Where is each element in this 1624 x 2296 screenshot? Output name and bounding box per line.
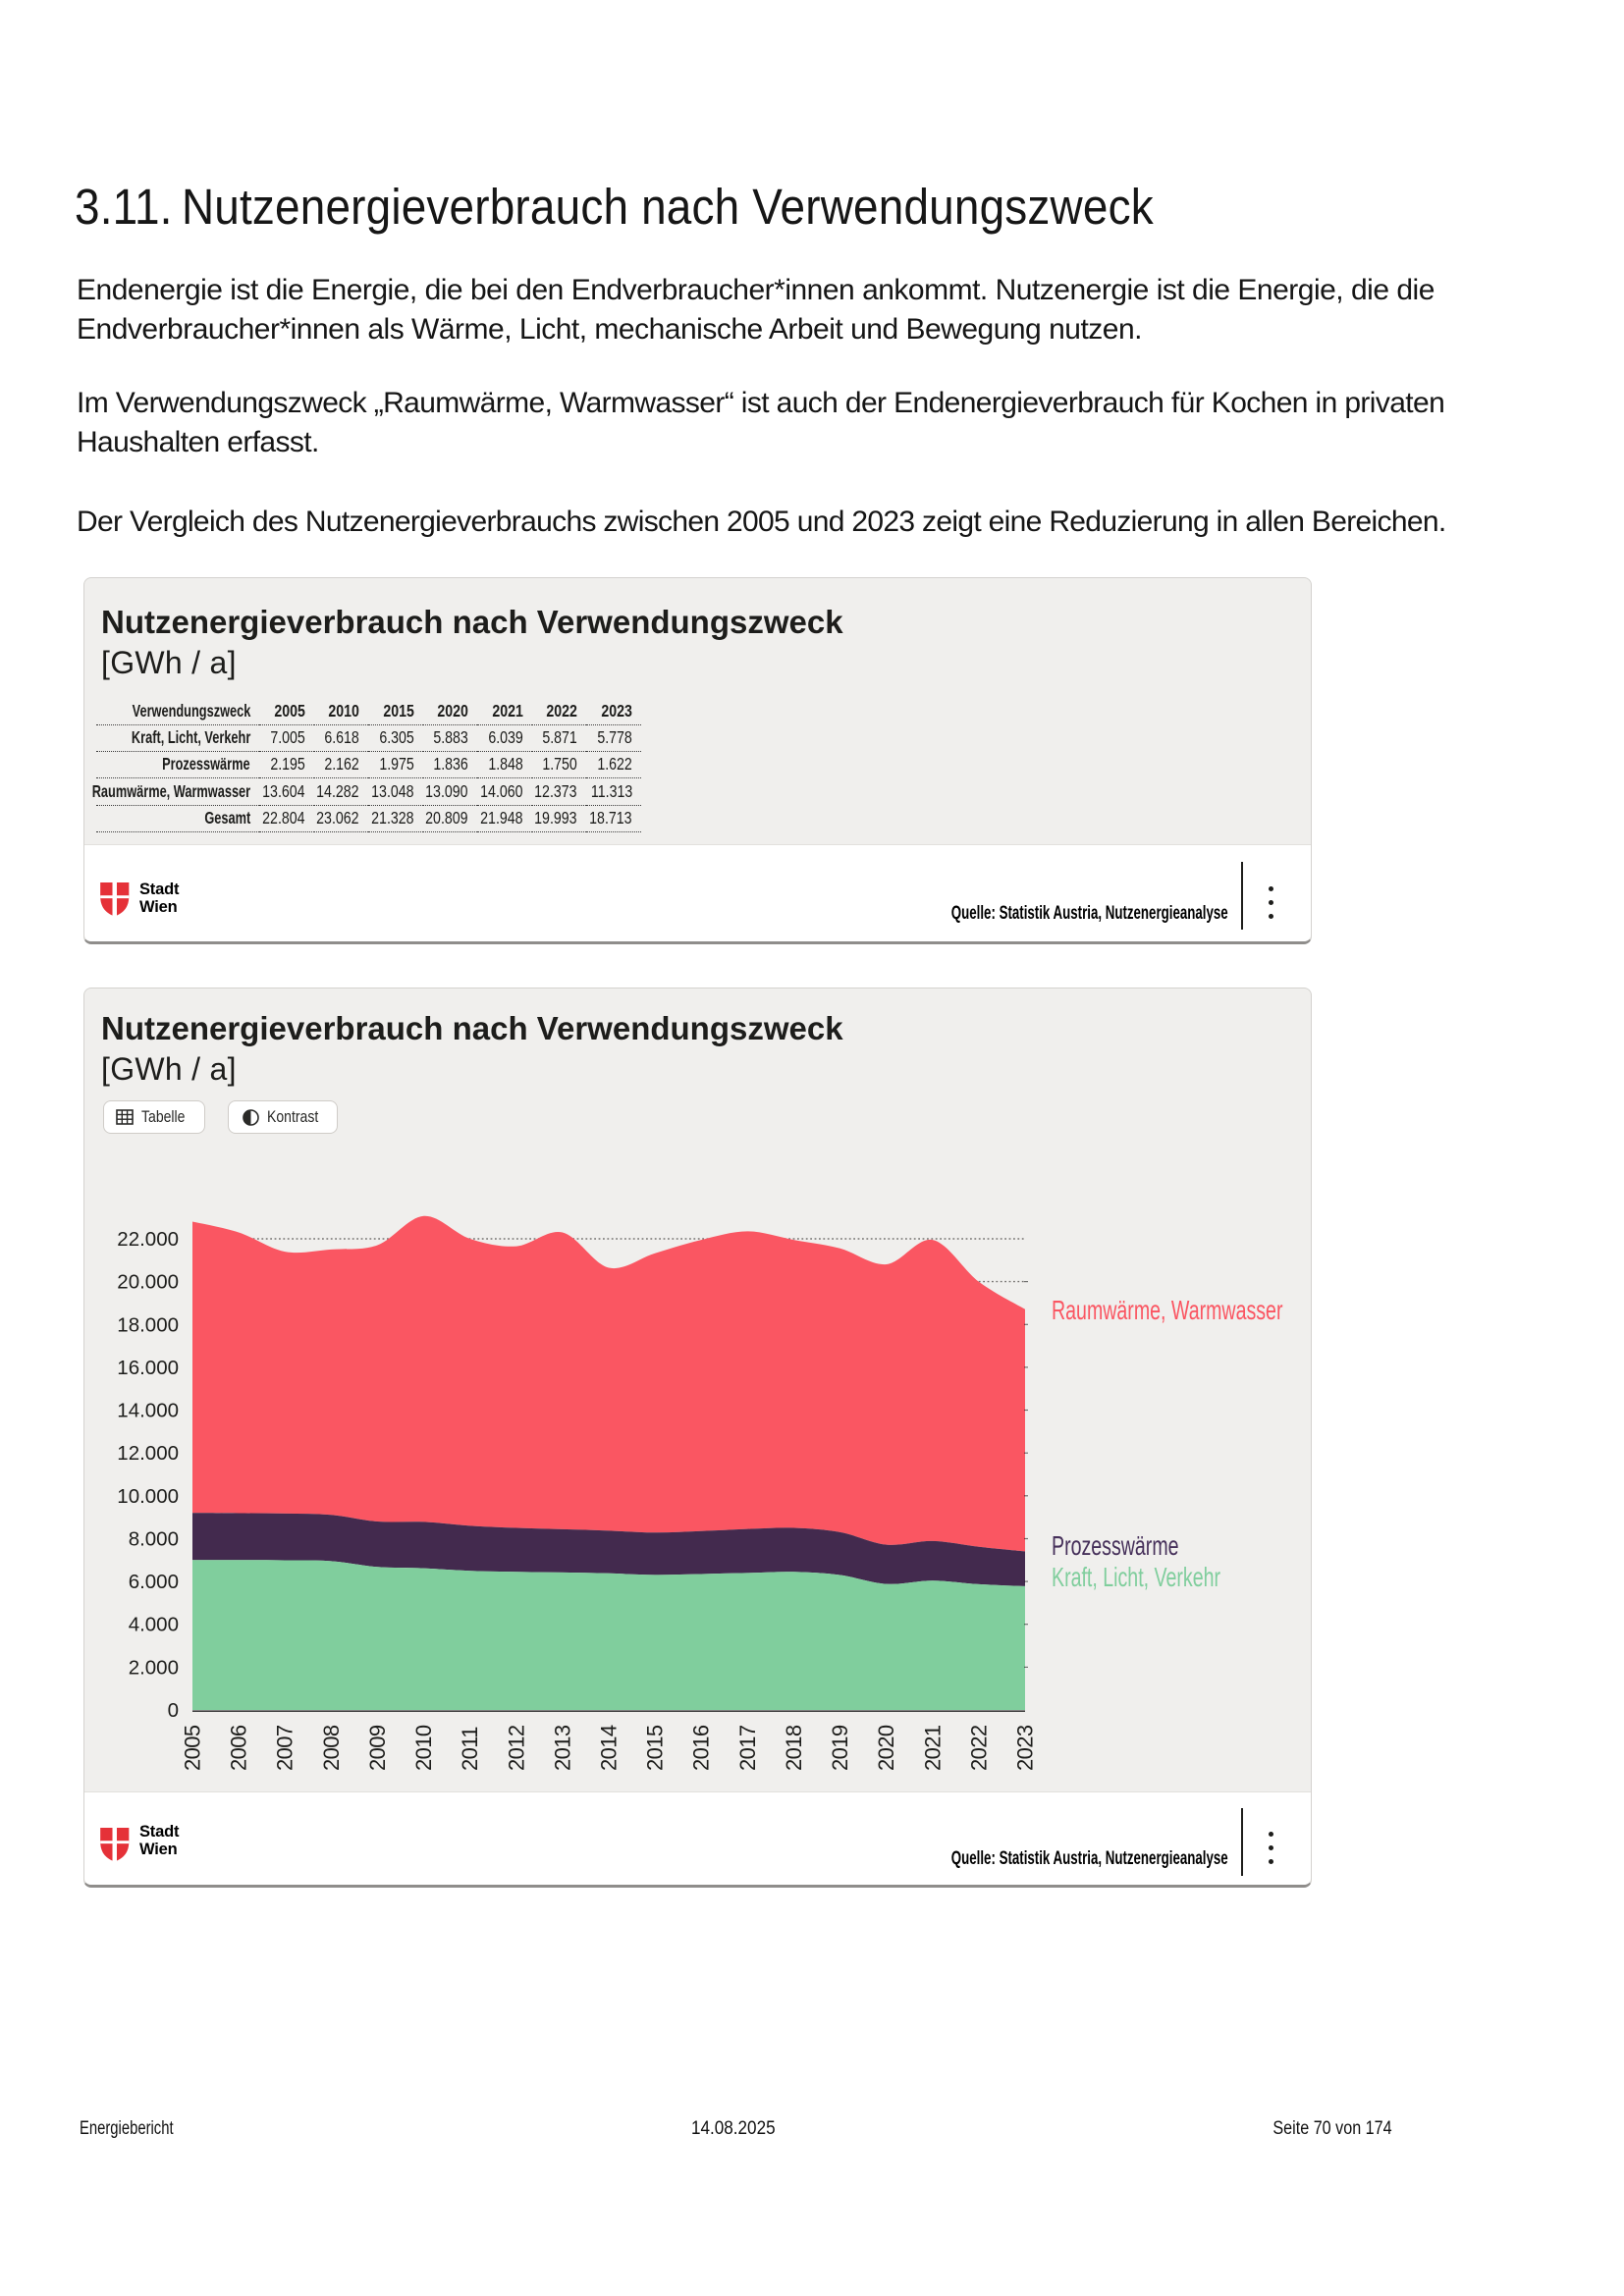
svg-text:2011: 2011 xyxy=(458,1727,482,1771)
svg-text:8.000: 8.000 xyxy=(129,1528,179,1551)
svg-text:2012: 2012 xyxy=(504,1725,528,1771)
svg-text:6.000: 6.000 xyxy=(129,1571,179,1593)
svg-text:0: 0 xyxy=(168,1699,179,1722)
svg-text:16.000: 16.000 xyxy=(117,1357,179,1379)
svg-text:Raumwärme, Warmwasser: Raumwärme, Warmwasser xyxy=(1052,1296,1282,1326)
svg-text:2005: 2005 xyxy=(181,1725,205,1771)
svg-text:2018: 2018 xyxy=(782,1725,806,1771)
svg-text:2006: 2006 xyxy=(227,1725,251,1771)
svg-text:20.000: 20.000 xyxy=(117,1271,179,1294)
svg-text:18.000: 18.000 xyxy=(117,1313,179,1336)
svg-text:14.000: 14.000 xyxy=(117,1400,179,1422)
svg-text:2017: 2017 xyxy=(735,1725,760,1771)
svg-text:2022: 2022 xyxy=(966,1725,991,1771)
svg-text:2020: 2020 xyxy=(874,1725,898,1771)
svg-text:Prozesswärme: Prozesswärme xyxy=(1052,1531,1179,1562)
svg-text:10.000: 10.000 xyxy=(117,1485,179,1508)
svg-text:2023: 2023 xyxy=(1013,1725,1038,1771)
svg-text:22.000: 22.000 xyxy=(117,1228,179,1251)
svg-text:2.000: 2.000 xyxy=(129,1656,179,1679)
svg-text:2021: 2021 xyxy=(920,1725,945,1771)
svg-text:2009: 2009 xyxy=(365,1725,390,1771)
svg-text:2007: 2007 xyxy=(273,1725,298,1771)
svg-text:2019: 2019 xyxy=(828,1725,852,1771)
svg-text:12.000: 12.000 xyxy=(117,1442,179,1465)
svg-text:Kraft, Licht, Verkehr: Kraft, Licht, Verkehr xyxy=(1052,1563,1220,1593)
svg-text:2014: 2014 xyxy=(597,1725,622,1771)
svg-text:2016: 2016 xyxy=(689,1725,714,1771)
svg-text:2015: 2015 xyxy=(643,1725,668,1771)
svg-text:2013: 2013 xyxy=(550,1725,574,1771)
svg-text:4.000: 4.000 xyxy=(129,1614,179,1636)
svg-text:2008: 2008 xyxy=(319,1725,344,1771)
svg-text:2010: 2010 xyxy=(411,1725,436,1771)
